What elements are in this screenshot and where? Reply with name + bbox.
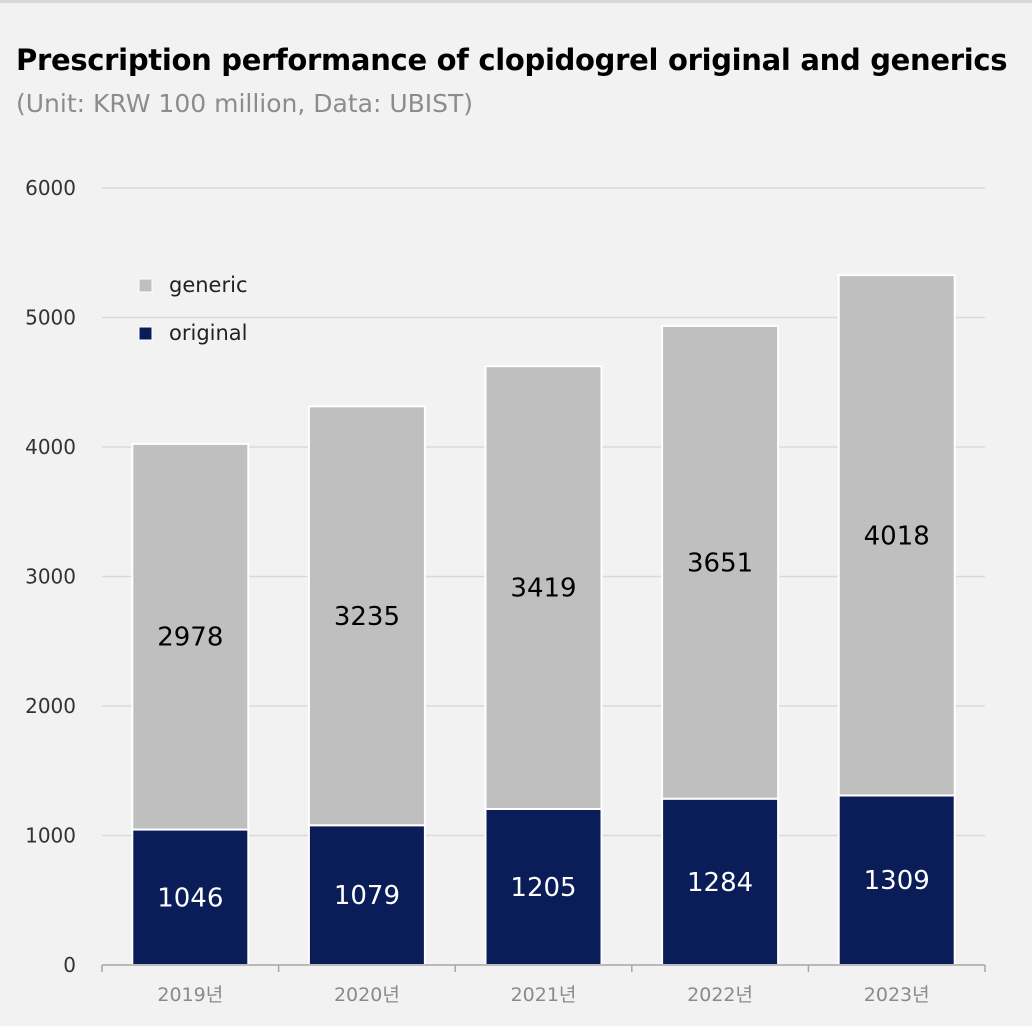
stacked-bar-chart: 0 1000 2000 3000 4000 5000 6000 1046 2978 1079 32… <box>25 176 986 1006</box>
bar-original <box>131 828 250 967</box>
y-tick-label: 2000 <box>25 694 76 718</box>
x-axis: 2019년 2020년 2021년 2022년 2023년 <box>101 964 986 1006</box>
bar-generic <box>661 324 780 800</box>
bar-original <box>661 797 780 966</box>
legend-label-original: original <box>169 321 248 345</box>
x-tick-label: 2022년 <box>687 984 753 1006</box>
x-tick-label: 2023년 <box>864 984 930 1006</box>
bar-generic <box>307 405 426 827</box>
chart-title: Prescription performance of clopidogrel … <box>16 43 1008 77</box>
y-tick-label: 5000 <box>25 306 76 330</box>
data-label-original: 1205 <box>510 873 576 903</box>
bar-generic <box>837 274 956 797</box>
data-label-original: 1284 <box>687 868 753 898</box>
data-label-generic: 3651 <box>687 548 753 578</box>
legend-swatch-generic <box>138 278 153 293</box>
data-label-original: 1046 <box>157 883 223 913</box>
bars: 1046 2978 1079 3235 1205 3419 1284 3651 1309 4018 <box>131 274 956 967</box>
legend-swatch-original <box>138 326 153 341</box>
data-label-generic: 2978 <box>157 623 223 653</box>
data-label-original: 1309 <box>864 866 930 896</box>
y-tick-label: 3000 <box>25 565 76 589</box>
chart-subtitle: (Unit: KRW 100 million, Data: UBIST) <box>16 89 474 118</box>
legend-label-generic: generic <box>169 273 248 297</box>
y-tick-label: 6000 <box>25 176 76 200</box>
bar-generic <box>131 442 250 831</box>
bar-generic <box>484 365 603 810</box>
data-label-generic: 3419 <box>510 574 576 604</box>
y-tick-label: 4000 <box>25 435 76 459</box>
data-label-original: 1079 <box>334 881 400 911</box>
data-label-generic: 3235 <box>334 602 400 632</box>
y-axis: 0 1000 2000 3000 4000 5000 6000 <box>25 176 76 977</box>
x-tick-label: 2021년 <box>511 984 577 1006</box>
x-tick-label: 2019년 <box>157 984 223 1006</box>
legend: generic original <box>138 273 248 345</box>
y-tick-label: 1000 <box>25 824 76 848</box>
data-label-generic: 4018 <box>864 521 930 551</box>
x-tick-label: 2020년 <box>334 984 400 1006</box>
y-tick-label: 0 <box>63 953 76 977</box>
